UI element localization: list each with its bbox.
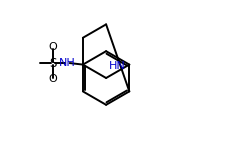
Text: O: O bbox=[48, 42, 57, 52]
Text: O: O bbox=[48, 74, 57, 84]
Text: S: S bbox=[49, 57, 56, 70]
Text: NH: NH bbox=[59, 58, 76, 68]
Text: HN: HN bbox=[109, 61, 126, 71]
